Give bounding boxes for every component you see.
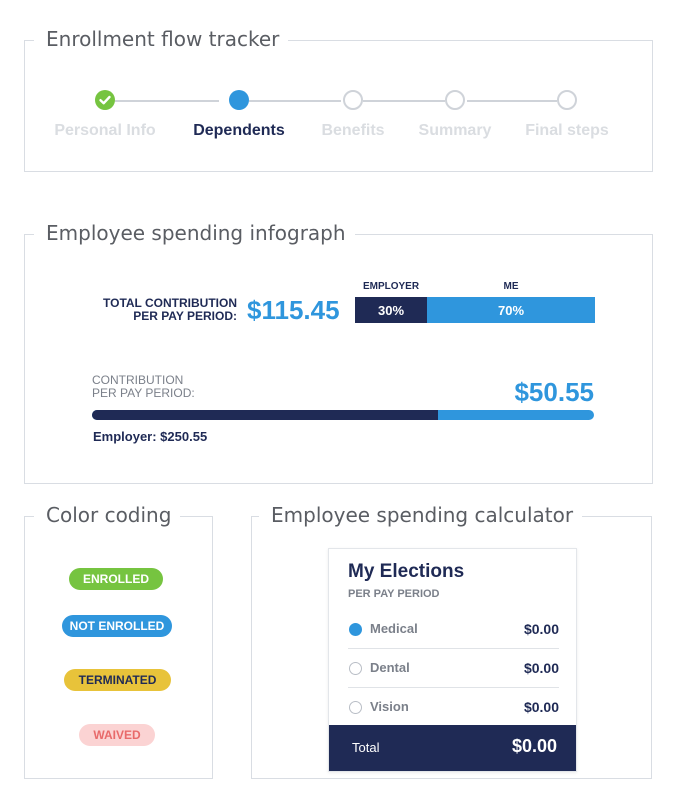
step-label-summary[interactable]: Summary bbox=[418, 122, 492, 139]
status-badge-not-enrolled: NOT ENROLLED bbox=[62, 615, 172, 637]
election-value: $0.00 bbox=[523, 660, 559, 676]
contribution-progress-fill bbox=[92, 410, 439, 420]
step-label-dependents[interactable]: Dependents bbox=[193, 122, 285, 139]
status-badge-waived: WAIVED bbox=[79, 724, 155, 746]
step-label-benefits[interactable]: Benefits bbox=[321, 122, 385, 139]
election-label: Medical bbox=[370, 621, 418, 636]
step-label-personal-info[interactable]: Personal Info bbox=[54, 122, 156, 139]
election-label: Dental bbox=[370, 660, 410, 675]
total-contribution-label: TOTAL CONTRIBUTION PER PAY PERIOD: bbox=[103, 296, 237, 323]
contribution-amount: $50.55 bbox=[514, 377, 594, 407]
step-connector bbox=[115, 100, 219, 102]
spending-infograph-title: Employee spending infograph bbox=[34, 221, 355, 245]
election-value: $0.00 bbox=[523, 699, 559, 715]
me-share-bar: 70% bbox=[427, 297, 595, 323]
election-row-vision[interactable]: Vision $0.00 bbox=[348, 688, 559, 727]
total-bar: Total $0.00 bbox=[329, 725, 576, 771]
my-elections-card: My Elections PER PAY PERIOD Medical $0.0… bbox=[328, 548, 577, 772]
me-caption: ME bbox=[503, 281, 519, 292]
election-row-dental[interactable]: Dental $0.00 bbox=[348, 649, 559, 688]
step-connector bbox=[363, 100, 445, 102]
total-label: Total bbox=[352, 740, 380, 755]
election-value: $0.00 bbox=[523, 621, 559, 637]
status-badge-terminated: TERMINATED bbox=[64, 669, 171, 691]
step-connector bbox=[467, 100, 557, 102]
step-connector bbox=[249, 100, 341, 102]
enrollment-tracker-panel: Enrollment flow tracker Personal Info De… bbox=[24, 27, 653, 172]
spending-infograph-panel: Employee spending infograph TOTAL CONTRI… bbox=[24, 221, 653, 484]
card-subtitle: PER PAY PERIOD bbox=[348, 588, 440, 600]
spending-calculator-title: Employee spending calculator bbox=[259, 503, 583, 527]
card-title: My Elections bbox=[348, 561, 465, 582]
election-row-medical[interactable]: Medical $0.00 bbox=[348, 610, 559, 649]
radio-button[interactable] bbox=[349, 623, 362, 636]
election-label: Vision bbox=[370, 699, 409, 714]
employer-share-bar: 30% bbox=[355, 297, 427, 323]
status-badge-enrolled: ENROLLED bbox=[69, 568, 163, 590]
step-dot-todo[interactable] bbox=[343, 90, 363, 110]
spending-calculator-panel: Employee spending calculator My Election… bbox=[251, 503, 652, 779]
employer-amount-label: Employer: $250.55 bbox=[93, 429, 208, 444]
employer-caption: EMPLOYER bbox=[362, 281, 420, 292]
step-dot-todo[interactable] bbox=[557, 90, 577, 110]
radio-button[interactable] bbox=[349, 662, 362, 675]
step-dot-todo[interactable] bbox=[445, 90, 465, 110]
contribution-label: CONTRIBUTION PER PAY PERIOD: bbox=[92, 373, 195, 400]
enrollment-tracker-title: Enrollment flow tracker bbox=[34, 27, 289, 51]
color-coding-panel: Color coding ENROLLED NOT ENROLLED TERMI… bbox=[24, 503, 213, 779]
step-dot-active[interactable] bbox=[229, 90, 249, 110]
step-check-icon[interactable] bbox=[95, 90, 115, 110]
total-contribution-amount: $115.45 bbox=[247, 295, 340, 325]
contribution-progress-bar bbox=[92, 410, 594, 420]
step-label-final-steps[interactable]: Final steps bbox=[525, 122, 609, 139]
radio-button[interactable] bbox=[349, 701, 362, 714]
color-coding-title: Color coding bbox=[34, 503, 181, 527]
total-value: $0.00 bbox=[511, 736, 557, 756]
